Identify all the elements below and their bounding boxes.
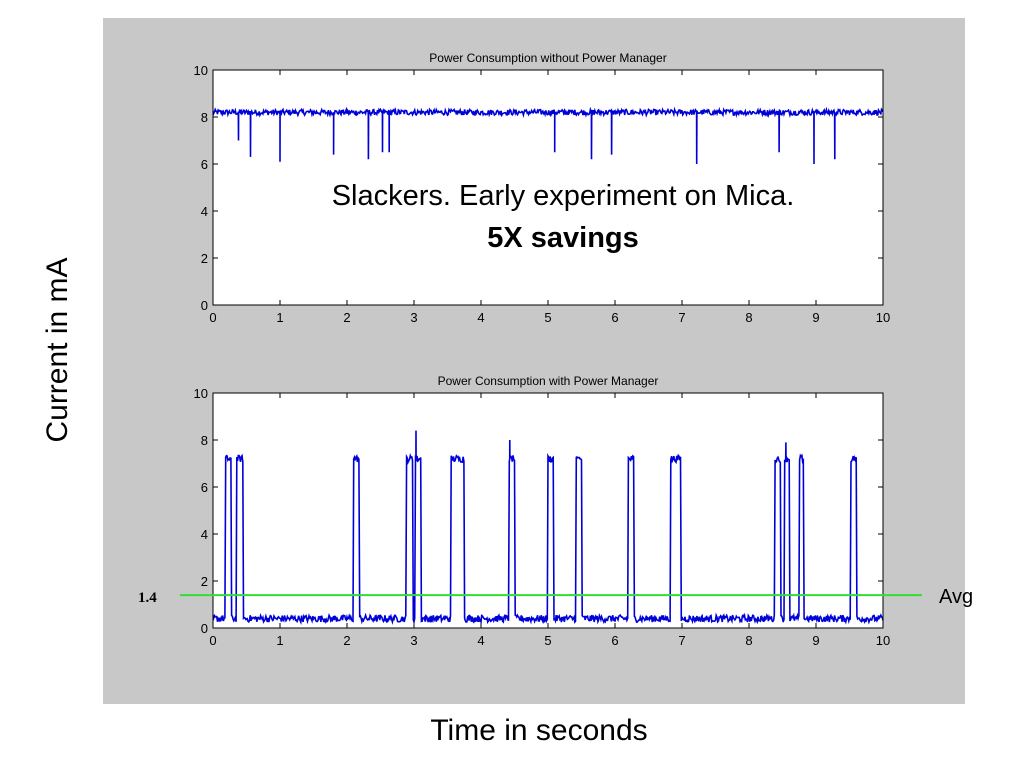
x-tick-label: 1 — [276, 310, 283, 325]
x-tick-label: 3 — [410, 633, 417, 648]
x-tick-label: 6 — [611, 633, 618, 648]
y-tick-label: 4 — [201, 204, 208, 219]
y-tick-label: 0 — [201, 298, 208, 313]
y-tick-label: 8 — [201, 433, 208, 448]
x-tick-label: 0 — [209, 633, 216, 648]
x-tick-label: 9 — [812, 310, 819, 325]
y-tick-label: 6 — [201, 480, 208, 495]
y-tick-label: 4 — [201, 527, 208, 542]
series-line-2 — [212, 430, 884, 626]
chart-title-1: Power Consumption without Power Manager — [429, 51, 666, 65]
x-tick-label: 8 — [745, 633, 752, 648]
x-tick-label: 4 — [477, 633, 484, 648]
avg-label: Avg — [939, 586, 974, 608]
x-tick-label: 7 — [678, 633, 685, 648]
x-tick-label: 0 — [209, 310, 216, 325]
x-tick-label: 5 — [544, 310, 551, 325]
y-tick-label: 6 — [201, 157, 208, 172]
x-tick-label: 1 — [276, 633, 283, 648]
x-tick-label: 10 — [876, 633, 890, 648]
x-tick-label: 7 — [678, 310, 685, 325]
x-tick-label: 9 — [812, 633, 819, 648]
annotation-text: Slackers. Early experiment on Mica. — [331, 180, 795, 212]
series-line-1 — [212, 106, 884, 165]
x-tick-label: 3 — [410, 310, 417, 325]
y-tick-label: 2 — [201, 251, 208, 266]
y-tick-label: 10 — [194, 386, 208, 401]
x-tick-label: 10 — [876, 310, 890, 325]
y-tick-label: 8 — [201, 110, 208, 125]
x-tick-label: 6 — [611, 310, 618, 325]
avg-value-label: 1.4 — [138, 590, 157, 606]
x-tick-label: 2 — [343, 633, 350, 648]
y-tick-label: 2 — [201, 574, 208, 589]
x-tick-label: 2 — [343, 310, 350, 325]
y-axis-label: Current in mA — [41, 257, 74, 443]
plot-area-1 — [213, 70, 883, 305]
chart-title-2: Power Consumption with Power Manager — [438, 374, 659, 388]
annotation-savings: 5X savings — [487, 222, 639, 254]
y-tick-label: 10 — [194, 63, 208, 78]
x-axis-label: Time in seconds — [430, 714, 648, 747]
x-tick-label: 8 — [745, 310, 752, 325]
x-tick-label: 4 — [477, 310, 484, 325]
x-tick-label: 5 — [544, 633, 551, 648]
y-tick-label: 0 — [201, 621, 208, 636]
